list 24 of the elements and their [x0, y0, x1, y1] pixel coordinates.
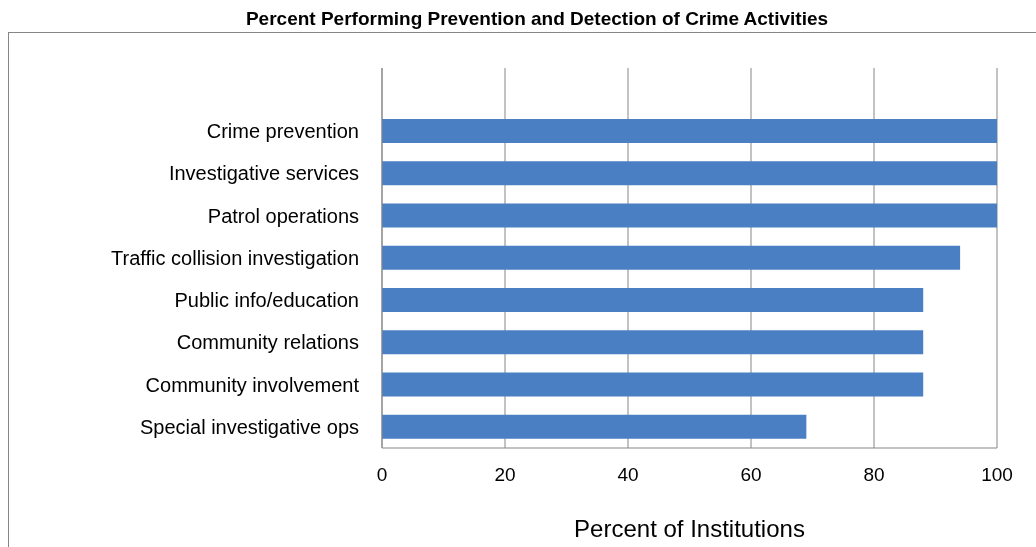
y-tick-label: Traffic collision investigation — [111, 246, 359, 269]
bar — [382, 161, 997, 186]
y-tick-label: Community involvement — [145, 373, 360, 396]
bar — [382, 245, 961, 270]
bar — [382, 372, 924, 397]
chart-title: Percent Performing Prevention and Detection of Crime Activities — [245, 8, 829, 30]
bar — [382, 330, 924, 355]
bar — [382, 414, 807, 439]
y-tick-label: Patrol operations — [207, 204, 359, 227]
bar — [382, 203, 997, 228]
y-tick-label: Public info/education — [174, 289, 359, 312]
y-tick-label: Community relations — [176, 331, 359, 354]
y-tick-label: Crime prevention — [206, 120, 359, 143]
x-axis-title: Percent of Institutions — [574, 515, 805, 542]
x-tick-label: 60 — [740, 464, 762, 486]
x-tick-label: 80 — [863, 464, 885, 486]
x-tick-label: 0 — [376, 464, 388, 486]
y-tick-label: Special investigative ops — [139, 415, 359, 438]
x-tick-label: 40 — [617, 464, 639, 486]
x-tick-label: 20 — [494, 464, 516, 486]
bar — [382, 288, 924, 312]
y-tick-label: Investigative services — [168, 162, 359, 185]
bar — [382, 119, 997, 143]
x-tick-label: 100 — [981, 464, 1013, 486]
